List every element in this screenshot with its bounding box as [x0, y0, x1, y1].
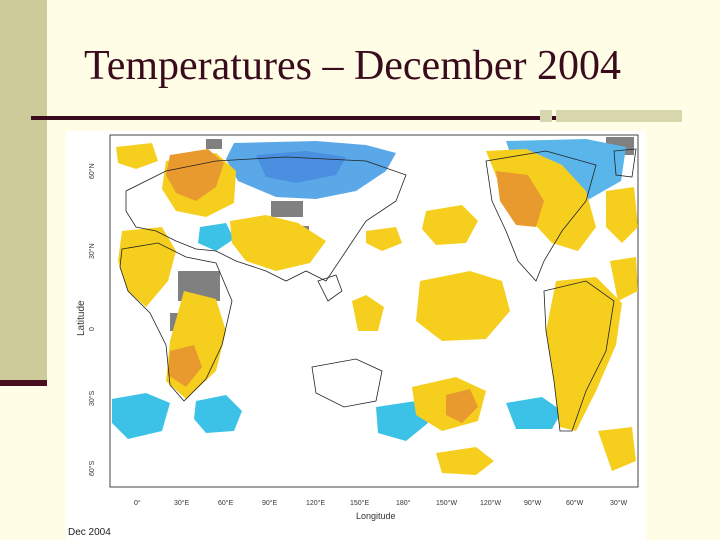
lat-tick: 30°N	[88, 243, 96, 259]
lon-tick: 30°E	[174, 499, 190, 507]
map-axis-ticks: 60°N 30°N 0 30°S 60°S 0° 30°E 60°E 90°E …	[88, 163, 628, 507]
lon-tick: 180°	[396, 499, 411, 507]
lat-tick: 60°N	[88, 163, 96, 179]
lon-tick: 60°W	[566, 499, 584, 507]
lat-tick: 30°S	[88, 390, 96, 406]
lon-tick: 150°W	[436, 499, 457, 507]
lon-tick: 120°E	[306, 499, 325, 507]
lon-tick: 150°E	[350, 499, 369, 507]
divider-accent-long	[556, 110, 682, 122]
x-axis-label: Longitude	[356, 511, 396, 521]
lon-tick: 0°	[134, 499, 141, 507]
slide-sidebar-accent	[0, 380, 47, 386]
continent-outlines	[119, 148, 637, 432]
slide-sidebar-bar	[0, 0, 47, 382]
slide-title: Temperatures – December 2004	[84, 43, 621, 89]
map-caption: Dec 2004	[68, 527, 111, 538]
lon-tick: 30°W	[610, 499, 628, 507]
lon-tick: 90°W	[524, 499, 542, 507]
lon-tick: 90°E	[262, 499, 278, 507]
divider-accent-small	[540, 110, 552, 122]
lat-tick: 0	[89, 327, 96, 331]
lon-tick: 120°W	[480, 499, 501, 507]
lat-tick: 60°S	[88, 460, 96, 476]
temperature-anomaly-map: 60°N 30°N 0 30°S 60°S 0° 30°E 60°E 90°E …	[66, 131, 646, 540]
lon-tick: 60°E	[218, 499, 234, 507]
warm-anomaly-regions	[116, 143, 638, 475]
strong-warm-anomaly-regions	[166, 149, 544, 423]
title-divider	[31, 116, 682, 120]
y-axis-label: Latitude	[76, 300, 87, 336]
